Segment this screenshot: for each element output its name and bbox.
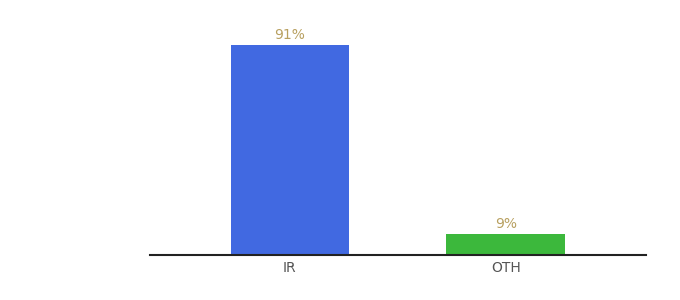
Bar xyxy=(231,45,350,255)
Bar xyxy=(446,234,565,255)
Text: 9%: 9% xyxy=(495,218,517,231)
Text: 91%: 91% xyxy=(275,28,305,42)
